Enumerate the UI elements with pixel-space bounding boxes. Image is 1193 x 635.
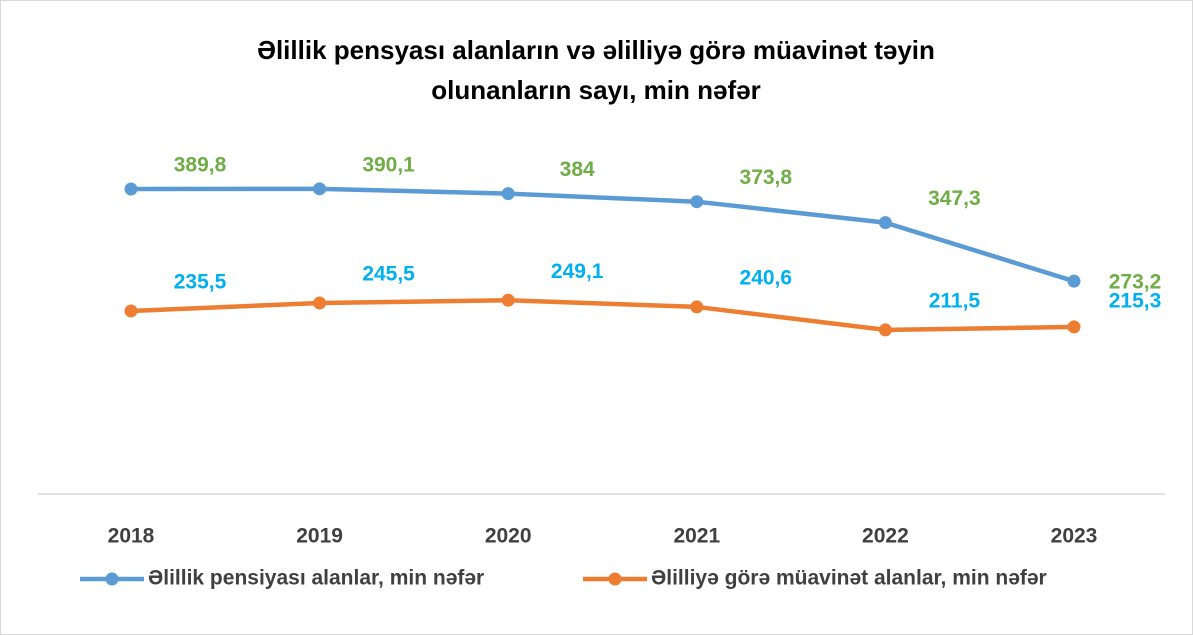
data-label: 390,1 [362, 153, 415, 176]
series-line [130, 297, 1075, 333]
data-point [313, 296, 327, 310]
data-label: 389,8 [174, 154, 227, 177]
x-tick-label: 2018 [108, 525, 155, 548]
data-label: 235,5 [174, 271, 227, 294]
data-point [1067, 274, 1081, 288]
data-label: 347,3 [928, 187, 981, 210]
data-point [501, 187, 515, 201]
x-tick-label: 2021 [673, 525, 720, 548]
x-tick-label: 2022 [862, 525, 909, 548]
chart-title: Əlillik pensyası alanların və əlilliyə g… [257, 35, 935, 105]
data-label: 245,5 [362, 263, 415, 286]
data-point [690, 300, 704, 314]
data-label: 211,5 [929, 289, 981, 312]
data-label: 215,3 [1109, 289, 1162, 312]
data-point [124, 182, 138, 196]
x-tick-label: 2020 [485, 525, 532, 548]
legend-label: Əlillik pensiyası alanlar, min nəfər [148, 567, 484, 590]
x-tick-label: 2023 [1051, 525, 1098, 548]
x-tick-label: 2019 [296, 525, 343, 548]
data-label: 373,8 [740, 166, 793, 189]
data-label: 384 [560, 158, 595, 181]
legend-label: Əlilliyə görə müavinət alanlar, min nəfə… [651, 567, 1047, 590]
legend-marker [105, 572, 119, 586]
data-point [501, 293, 515, 307]
data-point [124, 304, 138, 318]
data-point [1067, 320, 1081, 334]
legend-marker [608, 572, 622, 586]
series-line [130, 186, 1075, 284]
data-label: 273,2 [1109, 271, 1162, 294]
data-label: 240,6 [740, 266, 793, 289]
data-point [878, 216, 892, 230]
data-point [878, 323, 892, 337]
data-point [690, 195, 704, 209]
data-point [313, 182, 327, 196]
data-label: 249,1 [551, 260, 604, 283]
